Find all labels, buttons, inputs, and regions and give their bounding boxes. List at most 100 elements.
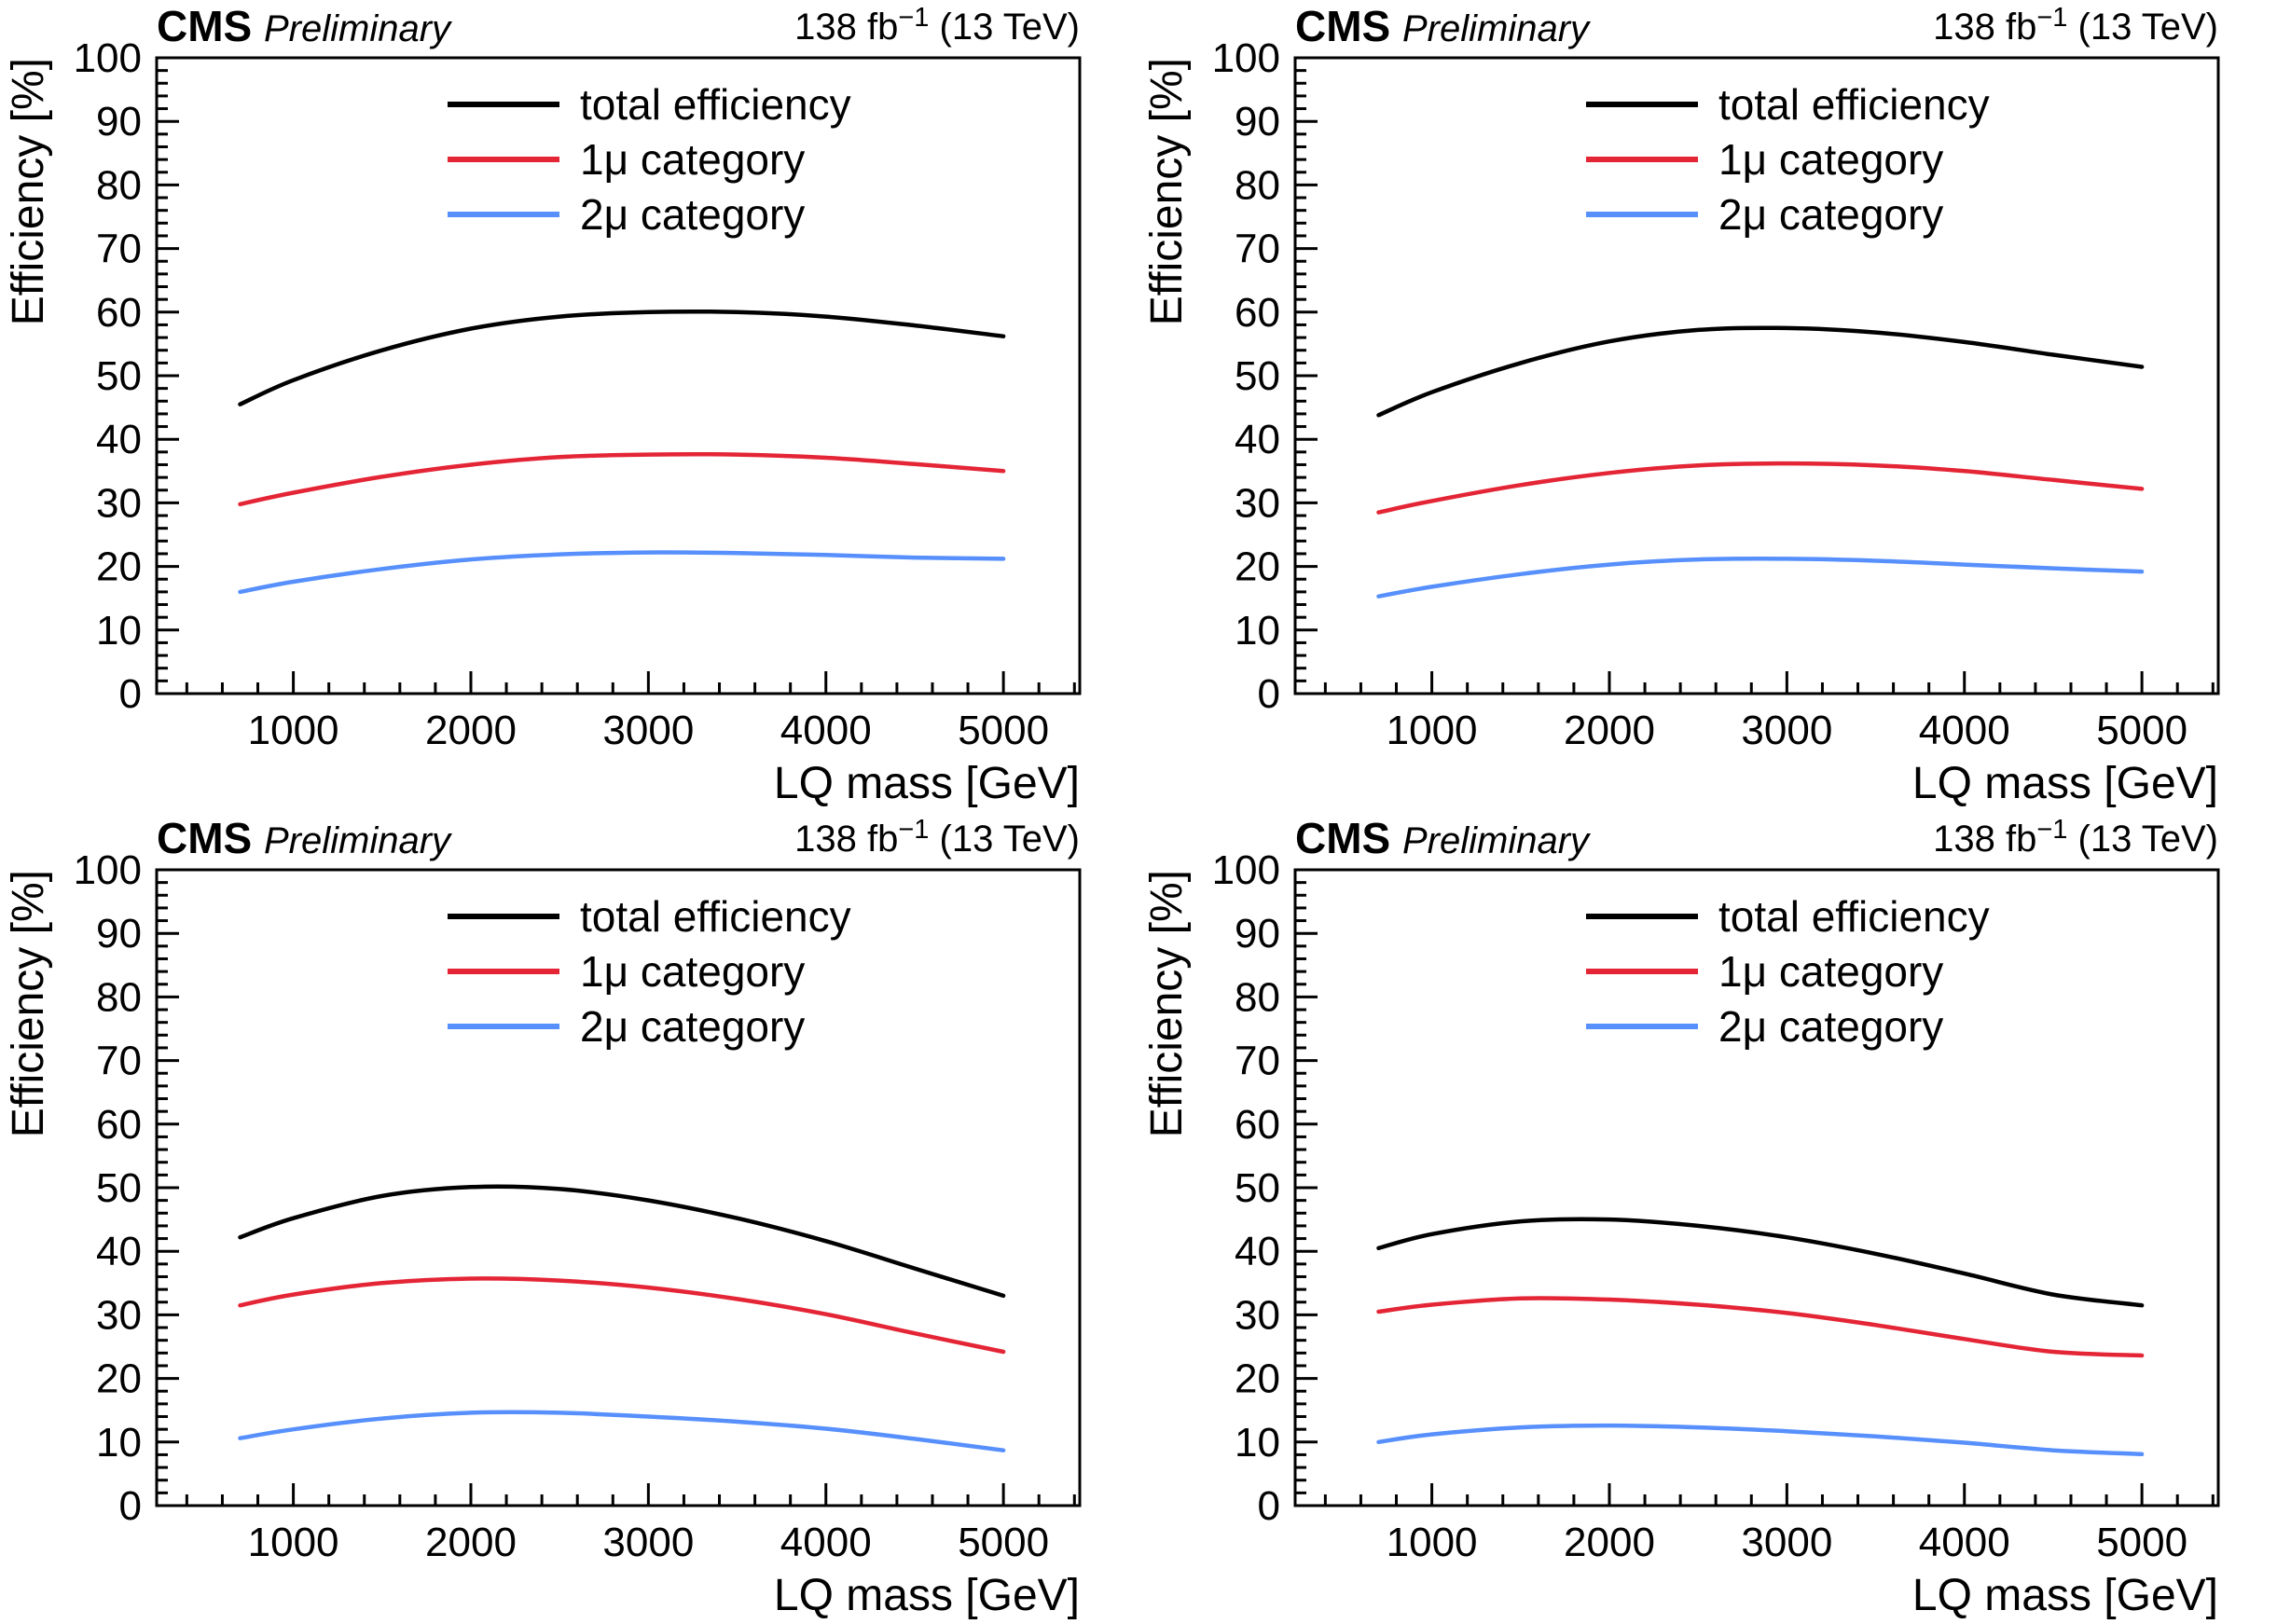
x-axis-title: LQ mass [GeV] — [1912, 1571, 2218, 1620]
lumi-energy-label: 138 fb−1 (13 TeV) — [1933, 3, 2218, 48]
y-tick-label: 0 — [119, 671, 142, 717]
efficiency-chart-svg-top-left: 0 10 20 30 40 50 60 70 80 90 100 1000 2000 3000 4000 50… — [4, 2, 1082, 808]
axis-labels: 0 10 20 30 40 50 60 70 80 90 100 1000 2000 3000 4000 50… — [74, 35, 1050, 753]
legend-label-mu2: 2μ category — [1718, 190, 1943, 239]
y-axis-title: Efficiency [%] — [1142, 58, 1192, 325]
y-tick-label: 60 — [96, 1102, 142, 1148]
legend: total efficiency 1μ category 2μ category — [448, 892, 851, 1051]
lumi-energy-label: 138 fb−1 (13 TeV) — [1933, 815, 2218, 860]
x-tick-label: 5000 — [2096, 1520, 2187, 1565]
legend-label-total: total efficiency — [580, 892, 851, 941]
efficiency-panel-top-left: 0 10 20 30 40 50 60 70 80 90 100 1000 2000 3000 4000 50… — [0, 0, 1138, 812]
y-tick-label: 60 — [96, 290, 142, 336]
y-tick-label: 100 — [1212, 847, 1280, 893]
y-tick-label: 60 — [1235, 290, 1280, 336]
y-tick-label: 90 — [1235, 99, 1280, 145]
x-tick-label: 4000 — [780, 708, 872, 753]
curve-total — [1376, 325, 2145, 418]
y-tick-label: 50 — [1235, 353, 1280, 399]
x-tick-label: 4000 — [1919, 1520, 2010, 1565]
x-axis-title: LQ mass [GeV] — [774, 759, 1080, 808]
legend: total efficiency 1μ category 2μ category — [1586, 892, 1990, 1051]
x-axis-title: LQ mass [GeV] — [774, 1571, 1080, 1620]
efficiency-panel-top-right: 0 10 20 30 40 50 60 70 80 90 100 1000 2000 3000 4000 50… — [1138, 0, 2277, 812]
x-tick-label: 1000 — [248, 708, 339, 753]
cms-header-label: CMS Preliminary — [1295, 2, 1592, 50]
y-tick-label: 40 — [96, 417, 142, 462]
legend-label-total: total efficiency — [580, 80, 851, 129]
x-tick-label: 4000 — [780, 1520, 872, 1565]
y-tick-label: 30 — [1235, 1292, 1280, 1338]
x-tick-label: 1000 — [1387, 1520, 1478, 1565]
legend-label-mu1: 1μ category — [1718, 947, 1943, 996]
axis-labels: 0 10 20 30 40 50 60 70 80 90 100 1000 2000 3000 4000 50… — [1212, 35, 2188, 753]
y-tick-label: 70 — [1235, 1039, 1280, 1084]
y-tick-label: 50 — [1235, 1165, 1280, 1211]
y-tick-label: 70 — [96, 227, 142, 272]
x-tick-label: 2000 — [1564, 1520, 1655, 1565]
x-tick-label: 1000 — [248, 1520, 339, 1565]
curve-total — [238, 1184, 1006, 1299]
legend: total efficiency 1μ category 2μ category — [1586, 80, 1990, 239]
axis-ticks — [1295, 868, 2215, 1507]
legend-label-mu1: 1μ category — [580, 947, 805, 996]
x-tick-label: 3000 — [602, 708, 694, 753]
y-axis-title: Efficiency [%] — [1142, 870, 1192, 1137]
y-tick-label: 0 — [1258, 671, 1280, 717]
cms-header-label: CMS Preliminary — [157, 814, 453, 862]
curve-total — [238, 309, 1006, 406]
y-tick-label: 80 — [96, 162, 142, 208]
y-axis-title: Efficiency [%] — [4, 870, 53, 1137]
y-tick-label: 40 — [1235, 1229, 1280, 1274]
axis-labels: 0 10 20 30 40 50 60 70 80 90 100 1000 2000 3000 4000 50… — [1212, 847, 2188, 1565]
curve-mu2 — [1376, 557, 2145, 599]
y-tick-label: 90 — [1235, 911, 1280, 957]
y-tick-label: 20 — [96, 1356, 142, 1402]
x-tick-label: 5000 — [2096, 708, 2187, 753]
efficiency-chart-svg-bottom-right: 0 10 20 30 40 50 60 70 80 90 100 1000 2000 3000 4000 50… — [1142, 814, 2220, 1620]
legend-label-mu2: 2μ category — [580, 190, 805, 239]
y-tick-label: 40 — [96, 1229, 142, 1274]
curve-mu2 — [238, 1410, 1006, 1452]
y-tick-label: 80 — [1235, 974, 1280, 1020]
efficiency-panel-bottom-left: 0 10 20 30 40 50 60 70 80 90 100 1000 2000 3000 4000 50… — [0, 812, 1138, 1624]
y-tick-label: 80 — [1235, 162, 1280, 208]
y-tick-label: 20 — [1235, 544, 1280, 590]
efficiency-chart-svg-top-right: 0 10 20 30 40 50 60 70 80 90 100 1000 2000 3000 4000 50… — [1142, 2, 2220, 808]
legend-label-total: total efficiency — [1718, 80, 1990, 129]
legend-label-mu1: 1μ category — [1718, 135, 1943, 184]
y-tick-label: 100 — [1212, 35, 1280, 81]
y-tick-label: 90 — [96, 99, 142, 145]
x-tick-label: 2000 — [1564, 708, 1655, 753]
y-tick-label: 70 — [96, 1039, 142, 1084]
x-tick-label: 4000 — [1919, 708, 2010, 753]
x-tick-label: 1000 — [1387, 708, 1478, 753]
curve-mu1 — [238, 1276, 1006, 1355]
y-tick-label: 0 — [1258, 1483, 1280, 1529]
efficiency-chart-svg-bottom-left: 0 10 20 30 40 50 60 70 80 90 100 1000 2000 3000 4000 50… — [4, 814, 1082, 1620]
legend-label-mu2: 2μ category — [1718, 1002, 1943, 1051]
lumi-energy-label: 138 fb−1 (13 TeV) — [794, 815, 1080, 860]
y-tick-label: 60 — [1235, 1102, 1280, 1148]
curve-total — [1376, 1217, 2145, 1308]
legend-label-mu2: 2μ category — [580, 1002, 805, 1051]
y-tick-label: 10 — [1235, 608, 1280, 654]
y-tick-label: 40 — [1235, 417, 1280, 462]
y-tick-label: 50 — [96, 353, 142, 399]
y-tick-label: 100 — [74, 35, 142, 81]
x-tick-label: 2000 — [425, 1520, 517, 1565]
efficiency-panel-bottom-right: 0 10 20 30 40 50 60 70 80 90 100 1000 2000 3000 4000 50… — [1138, 812, 2277, 1624]
y-tick-label: 80 — [96, 974, 142, 1020]
legend: total efficiency 1μ category 2μ category — [448, 80, 851, 239]
y-tick-label: 0 — [119, 1483, 142, 1529]
x-tick-label: 2000 — [425, 708, 517, 753]
x-axis-title: LQ mass [GeV] — [1912, 759, 2218, 808]
y-tick-label: 20 — [96, 544, 142, 590]
cms-header-label: CMS Preliminary — [157, 2, 453, 50]
legend-label-total: total efficiency — [1718, 892, 1990, 941]
axis-ticks — [157, 56, 1076, 695]
y-tick-label: 30 — [1235, 480, 1280, 526]
y-tick-label: 10 — [1235, 1420, 1280, 1466]
x-tick-label: 5000 — [958, 1520, 1049, 1565]
